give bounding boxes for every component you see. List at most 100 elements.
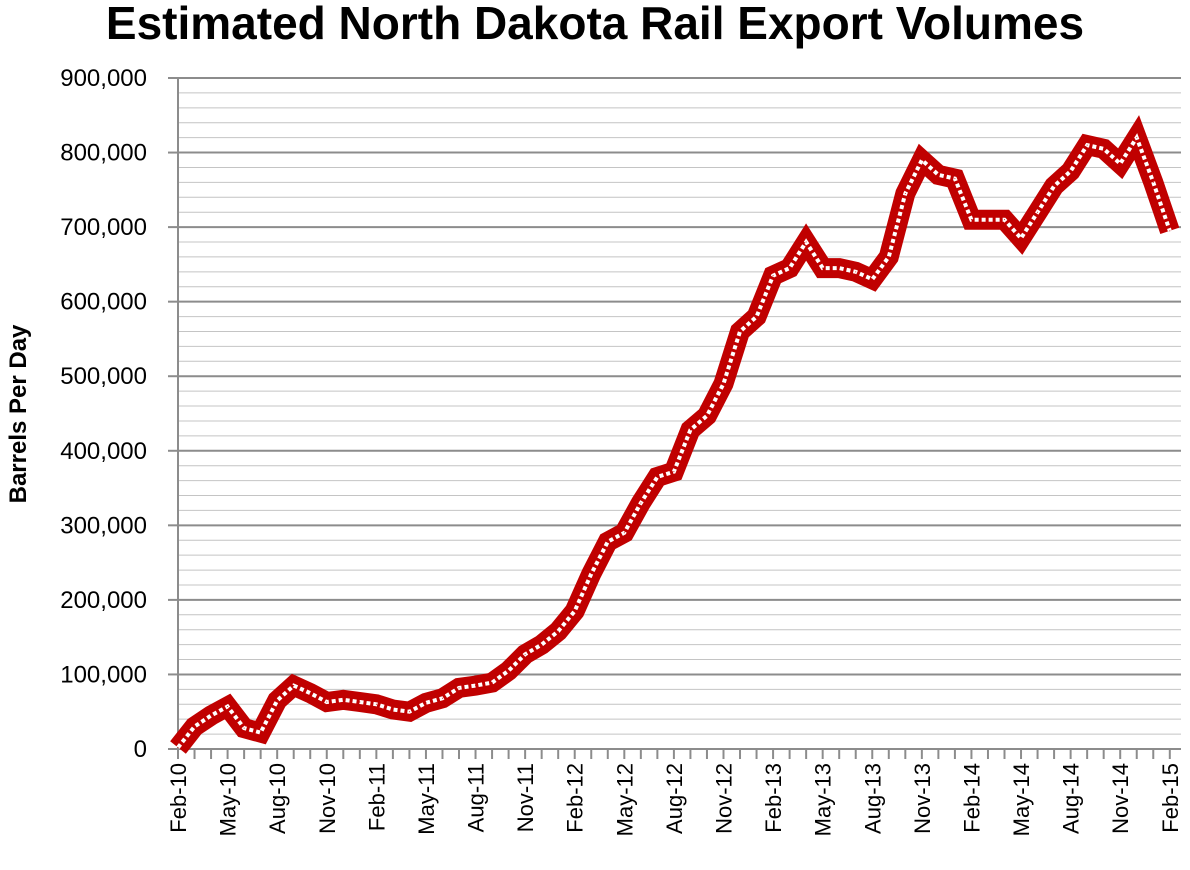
data-point xyxy=(177,747,179,749)
data-point xyxy=(1086,144,1088,146)
data-point xyxy=(227,706,229,708)
y-tick-label: 0 xyxy=(134,736,147,763)
data-point xyxy=(491,682,493,684)
data-point xyxy=(937,174,939,176)
data-point xyxy=(408,711,410,713)
x-tick-label: Nov-13 xyxy=(910,763,935,834)
y-axis-label: Barrels Per Day xyxy=(5,324,32,503)
data-point xyxy=(789,267,791,269)
data-point xyxy=(772,275,774,277)
x-tick-label: Nov-14 xyxy=(1108,763,1133,834)
data-point xyxy=(342,699,344,701)
data-point xyxy=(1037,211,1039,213)
data-point xyxy=(987,219,989,221)
data-point xyxy=(425,702,427,704)
data-point xyxy=(871,278,873,280)
data-point xyxy=(1152,181,1154,183)
data-point xyxy=(1053,185,1055,187)
data-point xyxy=(475,685,477,687)
y-tick-label: 400,000 xyxy=(60,438,147,465)
x-tick-label: Feb-15 xyxy=(1158,763,1183,833)
chart-title: Estimated North Dakota Rail Export Volum… xyxy=(105,0,1085,49)
x-tick-label: Aug-10 xyxy=(265,763,290,834)
x-tick-label: Feb-13 xyxy=(761,763,786,833)
x-tick-label: May-14 xyxy=(1009,763,1034,836)
y-tick-label: 800,000 xyxy=(60,140,147,167)
grid-lines xyxy=(178,77,1181,750)
y-tick-label: 500,000 xyxy=(60,363,147,390)
data-point xyxy=(590,573,592,575)
data-point xyxy=(805,241,807,243)
data-point xyxy=(706,415,708,417)
data-point xyxy=(194,726,196,728)
x-tick-label: May-12 xyxy=(612,763,637,836)
data-point xyxy=(756,316,758,318)
x-tick-label: Feb-10 xyxy=(166,763,191,833)
series-line-outer xyxy=(170,115,1180,754)
x-tick-label: Aug-11 xyxy=(464,763,489,832)
data-point xyxy=(673,471,675,473)
data-point xyxy=(607,541,609,543)
y-tick-label: 200,000 xyxy=(60,587,147,614)
data-point xyxy=(623,532,625,534)
y-tick-label: 900,000 xyxy=(60,65,147,92)
data-point xyxy=(392,708,394,710)
data-point xyxy=(904,193,906,195)
data-point xyxy=(954,178,956,180)
data-point xyxy=(640,502,642,504)
data-point xyxy=(557,630,559,632)
data-point xyxy=(293,685,295,687)
y-tick-labels: 0 100,000 200,000 300,000 400,000 500,000 600,… xyxy=(60,65,147,763)
data-point xyxy=(689,429,691,431)
x-tick-label: Feb-14 xyxy=(959,763,984,833)
data-point xyxy=(970,219,972,221)
data-point xyxy=(574,610,576,612)
y-tick-label: 300,000 xyxy=(60,512,147,539)
data-point xyxy=(888,256,890,258)
data-point xyxy=(524,653,526,655)
data-point xyxy=(1119,163,1121,165)
data-point xyxy=(309,692,311,694)
data-point xyxy=(375,703,377,705)
data-point xyxy=(326,701,328,703)
x-tick-label: Feb-11 xyxy=(364,763,389,831)
x-tick-label: Aug-14 xyxy=(1059,763,1084,834)
data-point xyxy=(722,383,724,385)
data-line xyxy=(170,115,1180,754)
data-point xyxy=(243,727,245,729)
y-tick-label: 100,000 xyxy=(60,661,147,688)
data-point xyxy=(260,732,262,734)
axes xyxy=(168,77,1181,759)
x-tick-labels: Feb-10 May-10 Aug-10 Nov-10 Feb-11 May-11 Aug-… xyxy=(166,763,1183,836)
data-point xyxy=(359,701,361,703)
data-point xyxy=(855,271,857,273)
y-tick-label: 700,000 xyxy=(60,214,147,241)
x-tick-label: May-13 xyxy=(811,763,836,836)
data-point xyxy=(458,687,460,689)
x-tick-label: Nov-10 xyxy=(315,763,340,834)
data-point xyxy=(210,714,212,716)
y-tick-label: 600,000 xyxy=(60,289,147,316)
data-point xyxy=(656,476,658,478)
data-point xyxy=(822,267,824,269)
data-point xyxy=(739,330,741,332)
data-point xyxy=(508,670,510,672)
data-point xyxy=(541,644,543,646)
data-point xyxy=(276,700,278,702)
data-point xyxy=(921,159,923,161)
data-point xyxy=(441,697,443,699)
data-point xyxy=(838,267,840,269)
x-tick-label: Nov-11 xyxy=(513,763,538,832)
x-tick-label: Feb-12 xyxy=(563,763,588,833)
x-tick-label: Aug-12 xyxy=(662,763,687,834)
data-point xyxy=(1169,230,1171,232)
x-tick-label: May-11 xyxy=(414,763,439,835)
x-tick-label: May-10 xyxy=(216,763,241,836)
x-tick-label: Aug-13 xyxy=(860,763,885,834)
data-point xyxy=(1103,148,1105,150)
data-point xyxy=(1136,137,1138,139)
data-point xyxy=(1020,237,1022,239)
data-point xyxy=(1070,170,1072,172)
data-point xyxy=(1004,219,1005,221)
